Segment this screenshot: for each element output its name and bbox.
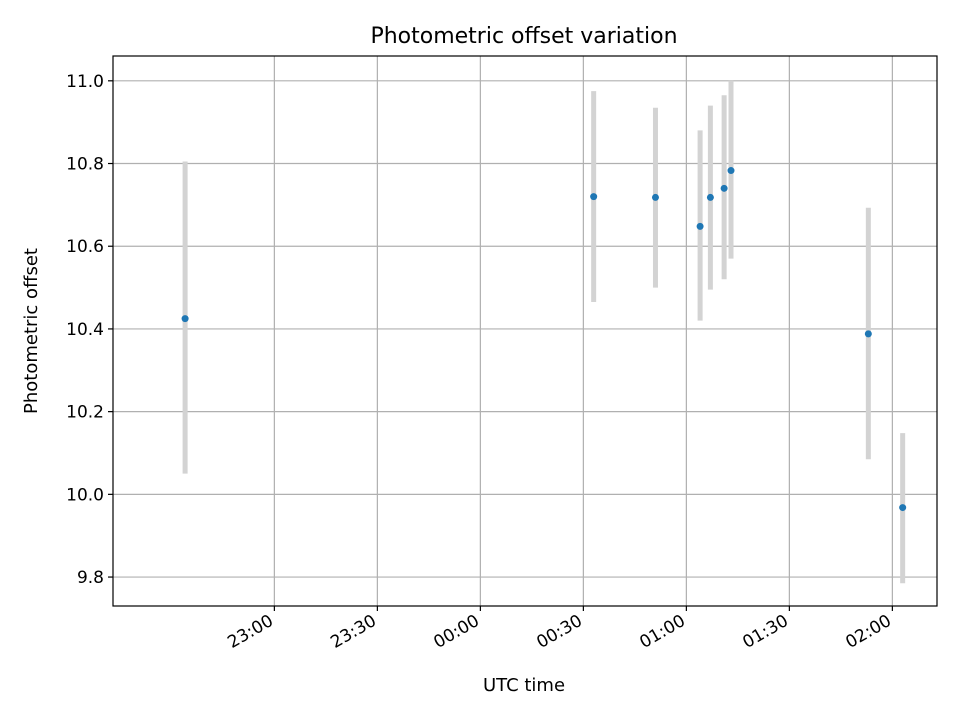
x-axis-ticks: 23:00 23:30 00:00 00:30 01:00 01:30 02:00 <box>224 606 895 653</box>
error-bars <box>182 80 906 584</box>
data-point <box>727 167 735 175</box>
x-tick-label: 23:00 <box>224 611 276 653</box>
data-point <box>181 315 189 323</box>
data-point <box>864 330 872 338</box>
data-points <box>181 167 907 512</box>
y-axis-ticks: 9.8 10.0 10.2 10.4 10.6 10.8 11.0 <box>66 72 113 588</box>
y-tick-label: 10.2 <box>66 403 104 423</box>
y-tick-label: 10.0 <box>66 485 104 505</box>
x-tick-label: 01:00 <box>636 611 688 653</box>
y-tick-label: 11.0 <box>66 72 104 92</box>
chart-title: Photometric offset variation <box>370 24 677 49</box>
x-tick-label: 00:00 <box>430 611 482 653</box>
data-point <box>651 193 659 201</box>
x-tick-label: 00:30 <box>533 611 585 653</box>
data-point <box>720 184 728 192</box>
grid-lines <box>113 56 937 606</box>
y-tick-label: 9.8 <box>77 568 104 588</box>
y-tick-label: 10.8 <box>66 155 104 175</box>
plot-frame <box>112 55 938 607</box>
data-point <box>706 193 714 201</box>
x-tick-label: 02:00 <box>842 611 894 653</box>
x-tick-label: 01:30 <box>739 611 791 653</box>
data-point <box>696 222 704 230</box>
y-tick-label: 10.4 <box>66 320 104 340</box>
data-point <box>590 193 598 201</box>
y-tick-label: 10.6 <box>66 237 104 257</box>
x-axis-label: UTC time <box>483 675 565 696</box>
y-axis-label: Photometric offset <box>21 248 42 414</box>
data-point <box>899 504 907 512</box>
x-tick-label: 23:30 <box>327 611 379 653</box>
